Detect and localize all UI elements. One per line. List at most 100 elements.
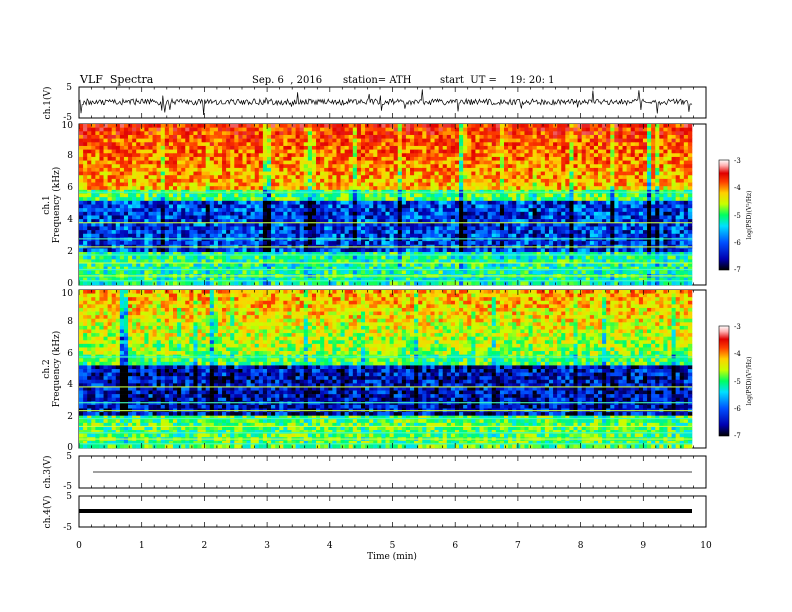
spec1-cell — [638, 138, 644, 143]
spec1-cell — [344, 160, 350, 165]
spec1-cell — [172, 134, 178, 139]
spec1-cell — [266, 131, 272, 136]
spec1-cell — [79, 160, 84, 165]
spec1-cell — [365, 178, 370, 183]
spec1-cell — [99, 204, 104, 209]
spec1-cell — [659, 230, 664, 235]
spec1-cell — [365, 219, 370, 224]
spec1-cell — [246, 138, 251, 143]
spec1-cell — [262, 145, 268, 150]
spec1-cell — [626, 127, 631, 132]
spec1-cell — [189, 175, 194, 180]
spec1-cell — [168, 186, 174, 191]
spec1-cell — [405, 182, 411, 187]
spec1-cell — [459, 138, 464, 143]
spec1-cell — [446, 204, 452, 209]
spec1-cell — [401, 175, 407, 180]
spec1-cell — [479, 200, 484, 205]
spec1-cell — [352, 233, 358, 238]
spec1-cell — [111, 208, 117, 213]
spec1-cell — [626, 156, 631, 161]
spec1-cell — [671, 226, 676, 231]
spec1-cell — [651, 178, 656, 183]
spec1-cell — [491, 193, 497, 198]
spec1-cell — [516, 233, 521, 238]
spec1-cell — [172, 167, 178, 172]
spec1-cell — [193, 160, 198, 165]
spec1-cell — [299, 153, 305, 158]
spec1-cell — [164, 167, 170, 172]
spec1-cell — [79, 153, 84, 158]
spec1-cell — [638, 200, 644, 205]
spec1-cell — [217, 182, 223, 187]
spec1-cell — [655, 127, 660, 132]
spec1-cell — [148, 222, 153, 227]
spec1-cell — [271, 167, 276, 172]
spec1-cell — [410, 149, 415, 154]
spec1-cell — [610, 167, 615, 172]
spec1-cell — [365, 211, 370, 216]
spec1-cell — [340, 241, 345, 246]
spec1-cell — [499, 208, 505, 213]
spec1-cell — [401, 226, 407, 231]
spec1-cell — [647, 149, 652, 154]
spec1-cell — [91, 230, 96, 235]
spec1-cell — [79, 127, 84, 132]
spec1-cell — [128, 124, 133, 128]
spec1-cell — [438, 124, 444, 128]
spec1-cell — [201, 233, 206, 238]
spec1-cell — [369, 149, 374, 154]
spec1-cell — [279, 156, 284, 161]
spec1-cell — [630, 171, 636, 176]
spec1-cell — [107, 222, 112, 227]
spec1-cell — [655, 164, 660, 169]
spec1-cell — [508, 241, 513, 246]
spec1-cell — [504, 230, 509, 235]
spec1-cell — [450, 149, 456, 154]
spec1-cell — [365, 142, 370, 147]
spec1-cell — [687, 208, 693, 213]
spec1-cell — [520, 156, 525, 161]
spec1-cell — [287, 215, 292, 220]
spec1-cell — [356, 175, 362, 180]
spec1-cell — [254, 149, 260, 154]
spec1-cell — [348, 211, 354, 216]
spec1-cell — [128, 208, 133, 213]
spec1-cell — [107, 204, 112, 209]
spec1-cell — [581, 178, 587, 183]
spec1-cell — [177, 215, 182, 220]
spec1-cell — [230, 178, 235, 183]
spec1-cell — [193, 208, 198, 213]
spec1-cell — [287, 230, 292, 235]
spec1-cell — [123, 131, 129, 136]
spec1-cell — [250, 178, 256, 183]
spec1-cell — [410, 186, 415, 191]
spec1-cell — [87, 160, 92, 165]
spec1-cell — [434, 127, 439, 132]
spec1-cell — [663, 124, 668, 128]
spec1-cell — [495, 153, 501, 158]
spec1-cell — [119, 127, 125, 132]
spec1-cell — [336, 153, 341, 158]
spec1-cell — [128, 171, 133, 176]
spec1-cell — [181, 215, 186, 220]
spec1-cell — [132, 219, 137, 224]
spec1-cell — [544, 134, 550, 139]
spec1-cell — [606, 171, 611, 176]
spec1-cell — [618, 149, 623, 154]
spec1-cell — [279, 204, 284, 209]
spec1-cell — [299, 127, 305, 132]
spec1-cell — [499, 142, 505, 147]
spec1-cell — [618, 230, 623, 235]
spec1-cell — [377, 230, 382, 235]
spec1-cell — [491, 197, 497, 202]
spec1-cell — [667, 233, 672, 238]
spec1-cell — [136, 142, 141, 147]
spec1-cell — [528, 131, 533, 136]
spec1-cell — [177, 167, 182, 172]
spec1-cell — [168, 138, 174, 143]
spec1-cell — [205, 175, 211, 180]
spec1-cell — [602, 233, 607, 238]
spec1-cell — [463, 178, 468, 183]
spec1-cell — [271, 131, 276, 136]
